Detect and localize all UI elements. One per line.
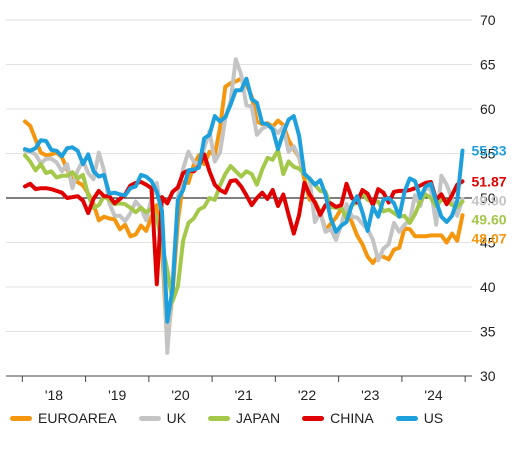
y-tick-label: 30 [480, 368, 496, 384]
x-tick-label: '21 [235, 387, 253, 403]
x-tick-label: '22 [298, 387, 316, 403]
end-label-uk: 49.90 [472, 192, 507, 208]
legend-swatch [10, 415, 32, 421]
x-tick-label: '23 [361, 387, 379, 403]
legend-item-china: CHINA [302, 410, 374, 426]
legend-swatch [138, 415, 161, 421]
y-tick-label: 35 [480, 324, 496, 340]
end-label-japan: 49.60 [472, 211, 507, 227]
y-tick-label: 65 [480, 57, 496, 73]
legend-item-us: US [395, 410, 444, 426]
legend-label: JAPAN [236, 410, 281, 426]
y-tick-label: 45 [480, 235, 496, 251]
legend-label: CHINA [330, 410, 374, 426]
y-tick-label: 60 [480, 101, 496, 117]
legend-label: US [423, 410, 444, 426]
legend-item-japan: JAPAN [208, 410, 280, 426]
y-axis-ticks: 30 35 40 45 50 55 60 65 70 [480, 12, 496, 384]
end-label-us: 55.33 [472, 143, 507, 159]
series-lines [23, 57, 465, 355]
legend-label: UK [166, 410, 187, 426]
legend-item-uk: UK [138, 410, 187, 426]
legend: EUROAREA UK JAPAN CHINA US [10, 410, 443, 426]
end-label-china: 51.87 [472, 173, 507, 189]
x-axis-ticks: '18 '19 '20 '21 '22 '23 '24 [21, 376, 466, 403]
x-tick-label: '18 [45, 387, 63, 403]
series-line-us [23, 76, 465, 324]
legend-item-euroarea: EUROAREA [10, 410, 117, 426]
end-label-euroarea: 48.07 [472, 230, 507, 246]
series-line-uk [23, 57, 465, 355]
end-labels: 55.33 51.87 49.90 49.60 48.07 [472, 143, 507, 247]
x-tick-label: '24 [424, 387, 442, 403]
legend-swatch [395, 415, 418, 421]
legend-label: EUROAREA [38, 410, 117, 426]
x-tick-label: '20 [171, 387, 189, 403]
series-line-japan [23, 147, 465, 304]
y-tick-label: 55 [480, 146, 496, 162]
legend-swatch [302, 415, 325, 421]
legend-swatch [208, 415, 231, 421]
y-tick-label: 70 [480, 12, 496, 28]
y-tick-label: 50 [480, 190, 496, 206]
x-tick-label: '19 [108, 387, 126, 403]
y-tick-label: 40 [480, 279, 496, 295]
